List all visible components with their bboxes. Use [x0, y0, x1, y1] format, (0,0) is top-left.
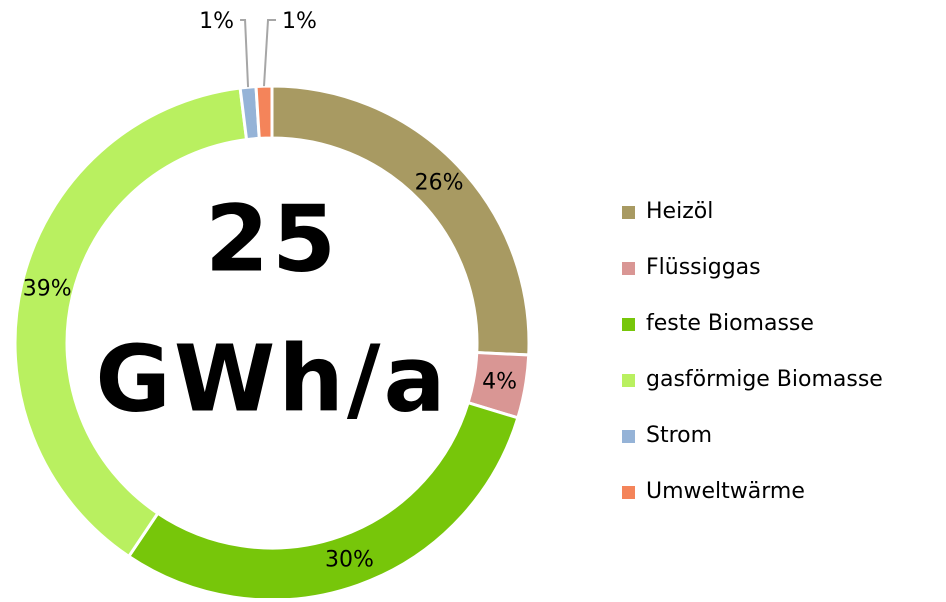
- slice: [254, 84, 274, 140]
- legend-label: Strom: [646, 423, 712, 448]
- legend-label: Heizöl: [646, 199, 713, 224]
- legend-swatch: [622, 262, 635, 275]
- legend-label: gasförmige Biomasse: [646, 367, 883, 392]
- legend-label: Flüssiggas: [646, 255, 761, 280]
- legend-swatch: [622, 318, 635, 331]
- leader-line: [263, 19, 277, 87]
- data-label: 26%: [415, 171, 464, 196]
- center-unit: GWh/a: [95, 325, 448, 432]
- legend-swatch: [622, 206, 635, 219]
- legend-label: Umweltwärme: [646, 479, 805, 504]
- legend-label: feste Biomasse: [646, 311, 814, 336]
- legend-swatch: [622, 486, 635, 499]
- data-label: 39%: [23, 277, 72, 302]
- slice: [13, 86, 249, 559]
- data-label: 1%: [199, 9, 234, 34]
- legend-swatch: [622, 430, 635, 443]
- leader-line: [240, 19, 250, 88]
- data-label: 30%: [325, 548, 374, 573]
- legend-swatch: [622, 374, 635, 387]
- center-value: 25: [205, 185, 339, 292]
- data-label: 4%: [482, 369, 517, 394]
- data-label: 1%: [282, 9, 317, 34]
